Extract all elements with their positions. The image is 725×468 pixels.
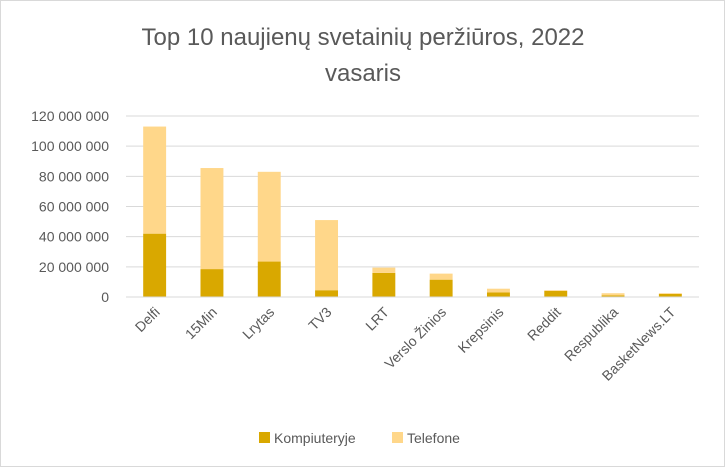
bar-kompiuteryje [544, 290, 568, 297]
x-tick-label: TV3 [305, 304, 335, 334]
bar-telefone [544, 290, 568, 291]
x-tick-label: Krepsinis [455, 304, 507, 356]
bar-kompiuteryje [601, 295, 625, 297]
bar-kompiuteryje [486, 292, 510, 297]
y-tick-label: 60 000 000 [39, 199, 109, 215]
bars [143, 126, 682, 297]
y-axis-ticks: 0 20 000 000 40 000 000 60 000 000 80 000 00… [31, 108, 109, 305]
bar-kompiuteryje [200, 269, 224, 297]
bar-telefone [372, 267, 396, 273]
y-tick-label: 120 000 000 [31, 108, 109, 124]
x-tick-label: Reddit [524, 304, 564, 344]
bar-telefone [315, 220, 339, 291]
x-tick-label: Verslo Žinios [381, 304, 449, 372]
y-tick-label: 20 000 000 [39, 259, 109, 275]
y-tick-label: 100 000 000 [31, 138, 109, 154]
x-tick-label: Respublika [561, 304, 621, 364]
bar-telefone [143, 126, 167, 234]
bar-telefone [486, 288, 510, 293]
bar-telefone [257, 171, 281, 262]
x-tick-label: Delfi [132, 304, 163, 335]
bar-telefone [601, 293, 625, 296]
legend-label: Telefone [407, 430, 460, 446]
bar-telefone [658, 293, 682, 294]
bar-kompiuteryje [257, 261, 281, 297]
bar-kompiuteryje [143, 233, 167, 297]
y-tick-label: 40 000 000 [39, 229, 109, 245]
y-tick-label: 0 [101, 289, 109, 305]
x-tick-label: 15Min [182, 304, 220, 342]
chart-title-line-2: vasaris [325, 60, 401, 87]
x-tick-label: Lrytas [239, 304, 277, 342]
legend-swatch [392, 432, 403, 443]
chart-title-line-1: Top 10 naujienų svetainių peržiūros, 202… [142, 24, 585, 51]
bar-kompiuteryje [429, 279, 453, 297]
legend: Kompiuteryje Telefone [259, 430, 460, 446]
bar-kompiuteryje [372, 272, 396, 297]
bar-telefone [429, 273, 453, 280]
legend-label: Kompiuteryje [274, 430, 356, 446]
bar-kompiuteryje [658, 293, 682, 297]
legend-swatch [259, 432, 270, 443]
bar-telefone [200, 168, 224, 270]
bar-kompiuteryje [315, 290, 339, 297]
x-tick-label: LRT [362, 303, 392, 333]
y-tick-label: 80 000 000 [39, 168, 109, 184]
